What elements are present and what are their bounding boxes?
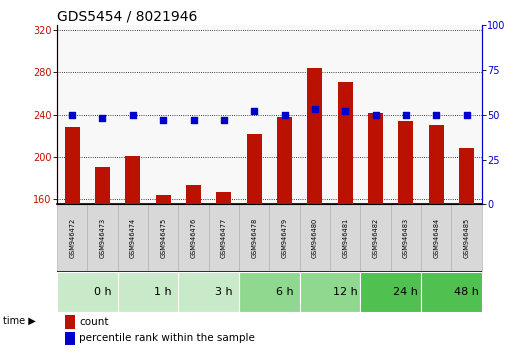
Point	[250, 108, 258, 114]
Bar	[451, 205, 482, 272]
Bar	[361, 205, 391, 272]
Bar	[330, 205, 361, 272]
Bar	[186, 185, 201, 205]
Bar	[247, 134, 262, 205]
Text: GSM946476: GSM946476	[191, 218, 196, 258]
Text: GSM946477: GSM946477	[221, 218, 227, 258]
Bar	[338, 82, 353, 205]
Text: 0 h: 0 h	[94, 287, 111, 297]
Bar	[398, 121, 413, 205]
Bar	[459, 148, 474, 205]
Point	[402, 112, 410, 118]
Point	[280, 112, 289, 118]
Bar	[209, 205, 239, 272]
Point	[190, 117, 198, 123]
Bar	[421, 272, 482, 312]
Bar	[65, 332, 75, 345]
Bar	[155, 195, 171, 205]
Point	[68, 112, 76, 118]
Bar	[65, 315, 75, 329]
Bar	[178, 205, 209, 272]
Bar	[217, 192, 232, 205]
Bar	[178, 272, 239, 312]
Bar	[300, 272, 361, 312]
Text: 6 h: 6 h	[276, 287, 293, 297]
Point	[98, 115, 107, 121]
Point	[341, 108, 349, 114]
Bar	[57, 272, 118, 312]
Text: time ▶: time ▶	[3, 315, 35, 325]
Text: GDS5454 / 8021946: GDS5454 / 8021946	[57, 10, 197, 24]
Text: GSM946473: GSM946473	[99, 218, 106, 258]
Text: count: count	[79, 316, 109, 326]
Bar	[307, 68, 322, 205]
Bar	[118, 272, 178, 312]
Bar	[95, 167, 110, 205]
Text: GSM946483: GSM946483	[403, 218, 409, 258]
Point	[220, 117, 228, 123]
Bar	[421, 205, 451, 272]
Bar	[428, 125, 444, 205]
Text: GSM946480: GSM946480	[312, 218, 318, 258]
Text: GSM946478: GSM946478	[251, 218, 257, 258]
Point	[159, 117, 167, 123]
Bar	[391, 205, 421, 272]
Text: GSM946472: GSM946472	[69, 218, 75, 258]
Text: 24 h: 24 h	[394, 287, 419, 297]
Point	[432, 112, 440, 118]
Text: GSM946482: GSM946482	[372, 218, 379, 258]
Point	[311, 107, 319, 112]
Text: GSM946475: GSM946475	[160, 218, 166, 258]
Point	[463, 112, 471, 118]
Text: 12 h: 12 h	[333, 287, 357, 297]
Text: 1 h: 1 h	[154, 287, 172, 297]
Text: 48 h: 48 h	[454, 287, 479, 297]
Bar	[269, 205, 300, 272]
Bar	[148, 205, 178, 272]
Bar	[88, 205, 118, 272]
Text: percentile rank within the sample: percentile rank within the sample	[79, 333, 255, 343]
Bar	[361, 272, 421, 312]
Text: 3 h: 3 h	[215, 287, 233, 297]
Bar	[118, 205, 148, 272]
Bar	[277, 117, 292, 205]
Text: GSM946474: GSM946474	[130, 218, 136, 258]
Bar	[65, 127, 80, 205]
Point	[371, 112, 380, 118]
Bar	[368, 113, 383, 205]
Text: GSM946484: GSM946484	[433, 218, 439, 258]
Point	[128, 112, 137, 118]
Bar	[57, 205, 88, 272]
Bar	[239, 205, 269, 272]
Text: GSM946479: GSM946479	[281, 218, 287, 258]
Bar	[125, 156, 140, 205]
Bar	[300, 205, 330, 272]
Text: GSM946485: GSM946485	[464, 218, 470, 258]
Bar	[239, 272, 300, 312]
Text: GSM946481: GSM946481	[342, 218, 348, 258]
